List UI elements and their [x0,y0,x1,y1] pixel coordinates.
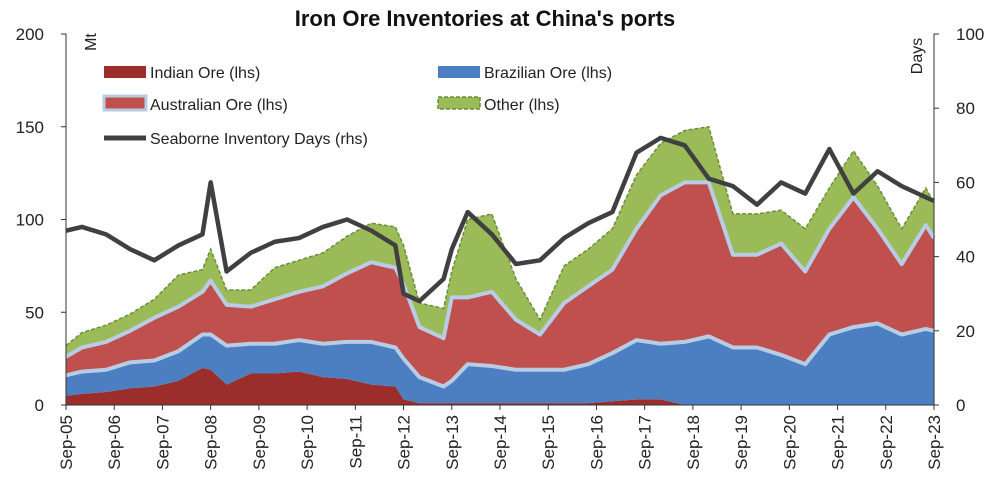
x-tick-label: Sep-23 [925,415,944,470]
y-axis-left-title: Mt [83,33,100,51]
y-tick-left-label: 150 [16,118,44,137]
legend-label-brazilian-ore: Brazilian Ore (lhs) [484,65,612,82]
area-australian-ore [66,182,934,387]
x-tick-label: Sep-21 [829,415,848,470]
y-tick-right-label: 100 [956,25,984,44]
y-tick-right-label: 60 [956,173,975,192]
x-tick-label: Sep-19 [732,415,751,470]
x-tick-label: Sep-20 [780,415,799,470]
y-tick-right-label: 20 [956,322,975,341]
legend: Indian Ore (lhs) Brazilian Ore (lhs) Aus… [102,65,612,148]
x-tick-label: Sep-17 [636,415,655,470]
legend-swatch-indian-ore [104,66,146,78]
x-tick-label: Sep-22 [877,415,896,470]
y-tick-right-label: 40 [956,248,975,267]
legend-label-indian-ore: Indian Ore (lhs) [150,65,260,82]
brazilian-ore-edge [65,321,935,389]
x-tick-label: Sep-09 [250,415,269,470]
x-tick-label: Sep-13 [443,415,462,470]
x-tick-label: Sep-18 [684,415,703,470]
y-axis-right-title: Days [909,38,926,74]
legend-swatch-australian-ore [102,94,148,112]
y-tick-left-label: 0 [35,396,44,415]
y-tick-left-label: 100 [16,211,44,230]
y-tick-left-label: 200 [16,25,44,44]
y-tick-left-label: 50 [25,303,44,322]
legend-label-australian-ore: Australian Ore (lhs) [150,97,288,114]
legend-swatch-brazilian-ore [438,66,480,78]
legend-label-other: Other (lhs) [484,97,560,114]
x-tick-label: Sep-07 [153,415,172,470]
area-indian-ore [66,367,934,405]
y-tick-right-label: 0 [956,396,965,415]
x-tick-label: Sep-11 [346,415,365,469]
x-tick-label: Sep-06 [105,415,124,470]
x-tick-label: Sep-14 [491,415,510,470]
y-tick-right-label: 80 [956,99,975,118]
x-tick-label: Sep-12 [395,415,414,470]
chart-title: Iron Ore Inventories at China's ports [295,6,676,31]
x-tick-label: Sep-08 [202,415,221,470]
line-seaborne-inventory-days [65,135,935,304]
legend-label-inventory-days: Seaborne Inventory Days (rhs) [150,131,368,148]
axes: 0 50 100 150 200 0 20 40 60 80 100 Sep-05 Sep-06 Sep-… [16,25,985,470]
x-tick-label: Sep-16 [587,415,606,470]
x-tick-label: Sep-05 [57,415,76,470]
x-tick-label: Sep-10 [298,415,317,470]
australian-ore-edge [64,180,936,359]
plot-area [64,125,936,405]
other-ore-edge [65,125,935,347]
x-tick-label: Sep-15 [539,415,558,470]
legend-swatch-other [437,96,481,110]
